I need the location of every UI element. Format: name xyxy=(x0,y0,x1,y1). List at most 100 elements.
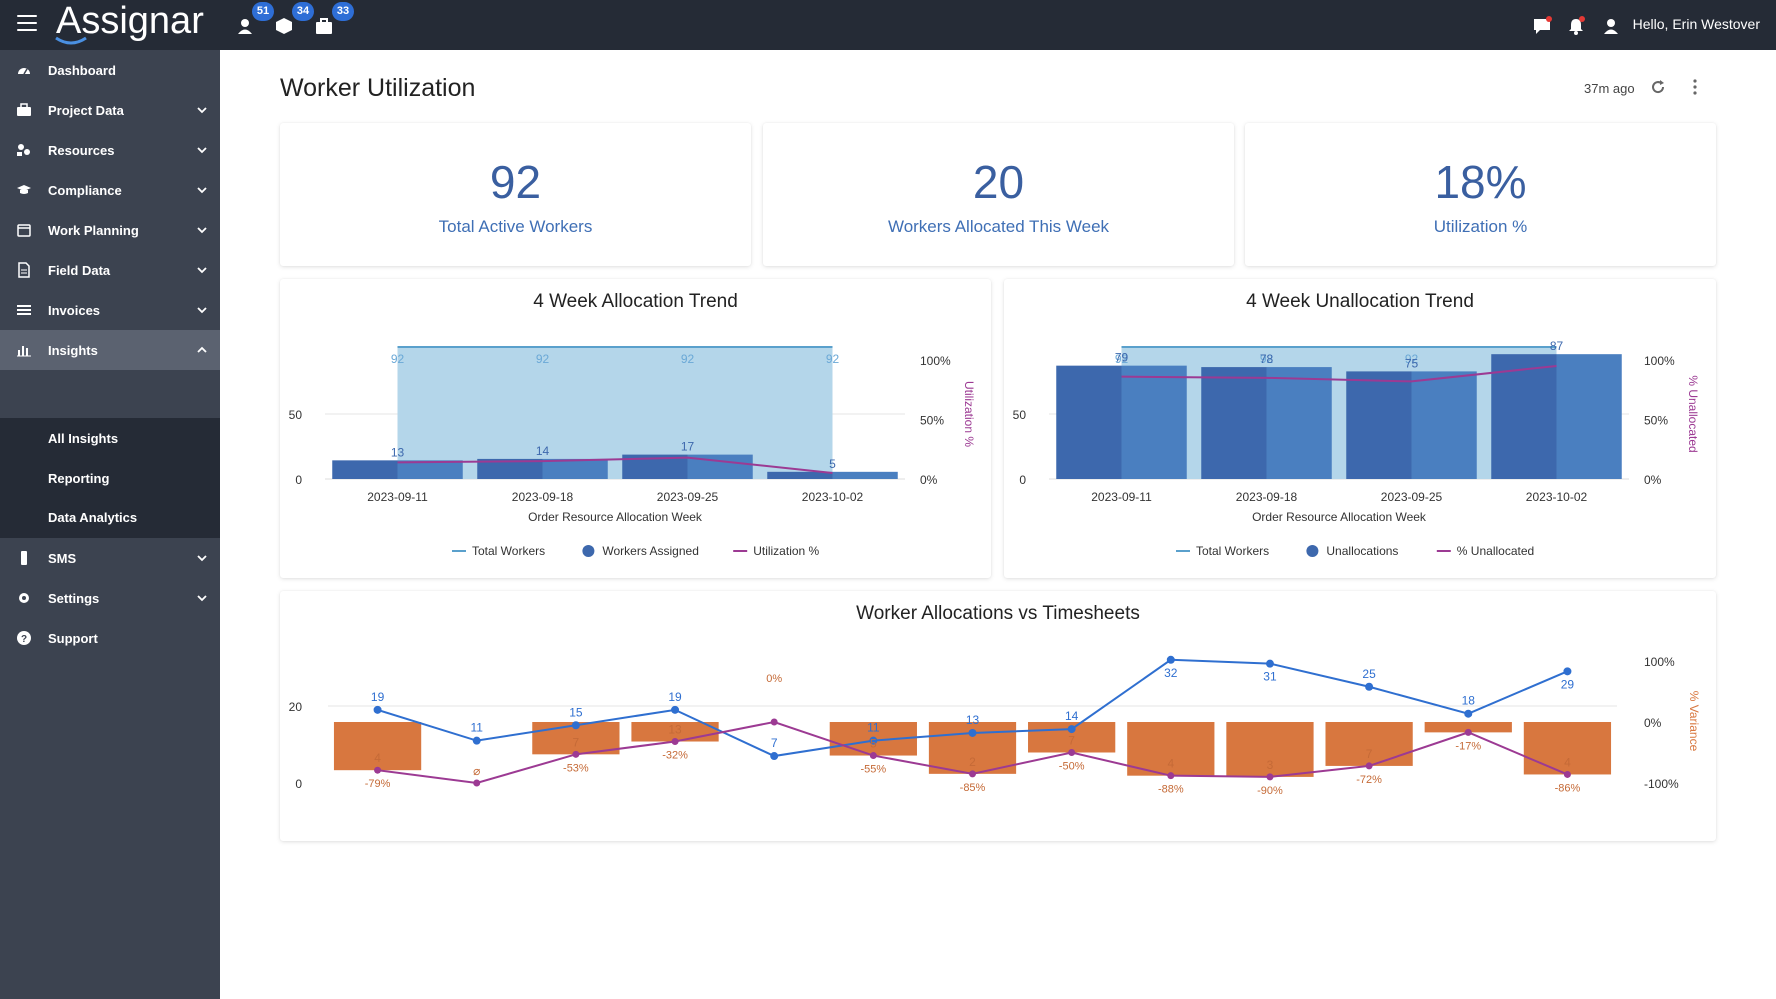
bar-chart-icon xyxy=(17,346,31,357)
chevron-down-icon[interactable] xyxy=(196,304,208,316)
allocation-point xyxy=(472,736,481,745)
notifications-icon[interactable] xyxy=(1566,16,1586,36)
app-logo[interactable]: Assignar xyxy=(56,0,204,42)
chevron-up-icon[interactable] xyxy=(196,344,208,356)
total-workers-area xyxy=(1121,347,1557,479)
allocation-point xyxy=(1067,725,1076,734)
sidebar-item-label: Work Planning xyxy=(48,223,139,238)
variance-point xyxy=(869,752,877,760)
equipment-icon[interactable] xyxy=(274,16,294,36)
refresh-icon[interactable] xyxy=(1649,78,1667,96)
chart-title: 4 Week Allocation Trend xyxy=(533,291,738,312)
resources-icon xyxy=(17,144,30,156)
user-greeting[interactable]: Hello, Erin Westover xyxy=(1632,16,1760,32)
allocation-label: 32 xyxy=(1164,666,1178,680)
timesheet-label: 7 xyxy=(1366,747,1373,761)
allocation-point xyxy=(373,705,382,714)
assigned-bar xyxy=(477,458,543,479)
legend-label: % Unallocated xyxy=(1457,544,1534,558)
sidebar-item-settings[interactable]: Settings xyxy=(0,578,220,618)
legend-label: Utilization % xyxy=(753,544,819,558)
equipment-badge: 34 xyxy=(292,2,314,21)
variance-label: -17% xyxy=(1455,740,1481,752)
y2-tick-label: 100% xyxy=(920,354,951,368)
sidebar-item-reporting[interactable]: Reporting xyxy=(48,471,110,486)
sidebar-item-project-data[interactable]: Project Data xyxy=(0,90,220,130)
svg-text:?: ? xyxy=(21,634,27,645)
assigned-bar xyxy=(1056,365,1122,479)
people-icon[interactable] xyxy=(235,16,255,36)
y2-tick-label: -100% xyxy=(1644,777,1679,791)
y2-tick-label: 50% xyxy=(1644,414,1668,428)
x-tick-label: 2023-09-11 xyxy=(367,490,428,504)
legend-label: Total Workers xyxy=(1196,544,1269,558)
variance-bar xyxy=(333,722,422,771)
main-content: Worker Utilization 37m ago 92 Total Acti… xyxy=(220,50,1776,999)
chevron-down-icon[interactable] xyxy=(196,592,208,604)
sidebar: All Insights Reporting Data Analytics Da… xyxy=(0,50,220,999)
sidebar-item-all-insights[interactable]: All Insights xyxy=(48,431,119,446)
allocation-label: 29 xyxy=(1561,677,1575,691)
legend-label: Total Workers xyxy=(472,544,545,558)
x-tick-label: 2023-09-11 xyxy=(1091,490,1152,504)
variance-bar xyxy=(1523,722,1612,775)
sidebar-item-compliance[interactable]: Compliance xyxy=(0,170,220,210)
sidebar-item-support[interactable]: ? Support xyxy=(0,618,220,658)
user-icon[interactable] xyxy=(1601,16,1621,36)
chevron-down-icon[interactable] xyxy=(196,184,208,196)
more-options-icon[interactable] xyxy=(1692,78,1698,96)
calendar-icon xyxy=(17,224,31,237)
variance-point xyxy=(1068,749,1076,756)
allocation-label: 13 xyxy=(966,713,980,727)
y2-axis-label: % Variance xyxy=(1687,691,1701,752)
x-tick-label: 2023-09-18 xyxy=(512,490,574,504)
allocation-label: 31 xyxy=(1263,670,1277,684)
chevron-down-icon[interactable] xyxy=(196,264,208,276)
sidebar-item-label: Field Data xyxy=(48,263,111,278)
top-bar: Assignar 51 34 33 Hello, Erin Westover xyxy=(0,0,1776,50)
chevron-down-icon[interactable] xyxy=(196,552,208,564)
allocation-label: 11 xyxy=(470,721,483,735)
sidebar-item-label: Dashboard xyxy=(48,63,116,78)
sidebar-item-insights[interactable]: Insights xyxy=(0,330,220,370)
kpi-card-utilization: 18% Utilization % xyxy=(1245,123,1716,266)
legend-label: Workers Assigned xyxy=(602,544,699,558)
sidebar-item-work-planning[interactable]: Work Planning xyxy=(0,210,220,250)
assigned-bar xyxy=(1266,367,1332,479)
assigned-bar xyxy=(1556,354,1622,479)
assigned-label: 17 xyxy=(681,440,695,454)
timesheet-label: 4 xyxy=(1564,755,1571,769)
variance-point xyxy=(374,766,382,774)
chevron-down-icon[interactable] xyxy=(196,144,208,156)
assigned-bar xyxy=(1121,365,1187,479)
total-workers-area xyxy=(397,347,833,479)
variance-point xyxy=(1563,770,1571,778)
question-icon: ? xyxy=(17,631,31,645)
legend-swatch xyxy=(582,545,595,557)
sidebar-item-sms[interactable]: SMS xyxy=(0,538,220,578)
timesheet-label: 13 xyxy=(668,723,682,737)
allocation-label: 18 xyxy=(1462,694,1476,708)
timesheet-label: ⌀ xyxy=(473,764,480,778)
assigned-bar xyxy=(832,471,898,479)
y2-tick-label: 100% xyxy=(1644,354,1675,368)
variance-point xyxy=(1365,762,1373,770)
chevron-down-icon[interactable] xyxy=(196,104,208,116)
allocation-point xyxy=(869,736,878,745)
total-workers-label: 92 xyxy=(536,352,550,366)
variance-label: -88% xyxy=(1158,784,1184,796)
chevron-down-icon[interactable] xyxy=(196,224,208,236)
jobs-icon[interactable] xyxy=(314,16,334,36)
sidebar-item-field-data[interactable]: Field Data xyxy=(0,250,220,290)
sidebar-item-label: Compliance xyxy=(48,183,122,198)
menu-icon[interactable] xyxy=(17,15,37,31)
sidebar-item-resources[interactable]: Resources xyxy=(0,130,220,170)
allocation-point xyxy=(671,705,680,714)
dashboard-icon xyxy=(18,68,30,75)
sidebar-item-data-analytics[interactable]: Data Analytics xyxy=(48,510,138,525)
sidebar-item-invoices[interactable]: Invoices xyxy=(0,290,220,330)
sidebar-item-dashboard[interactable]: Dashboard xyxy=(0,50,220,90)
allocation-label: 19 xyxy=(668,690,682,704)
messages-icon[interactable] xyxy=(1532,16,1552,36)
insights-submenu: All Insights Reporting Data Analytics xyxy=(0,418,220,538)
